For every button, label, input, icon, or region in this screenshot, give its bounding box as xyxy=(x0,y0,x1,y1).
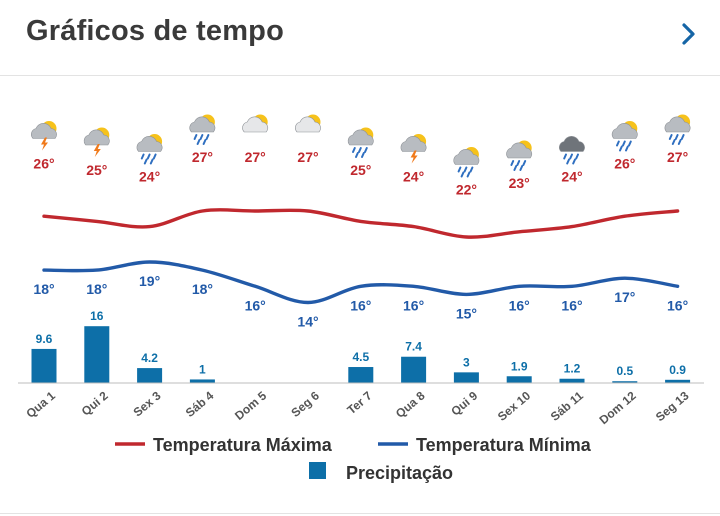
max-temp-label: 27° xyxy=(245,149,266,165)
rain-icon xyxy=(347,127,374,158)
x-tick-label: Ter 7 xyxy=(344,388,375,417)
legend-precip-square xyxy=(309,462,326,479)
max-temp-label: 25° xyxy=(86,162,107,178)
max-temp-label: 27° xyxy=(667,149,688,165)
precip-bar xyxy=(401,356,427,383)
min-temp-label: 18° xyxy=(192,281,213,297)
max-temp-label: 23° xyxy=(509,175,530,191)
rain-icon xyxy=(136,134,163,165)
x-tick-label: Dom 12 xyxy=(597,388,639,427)
rain-icon xyxy=(611,121,638,152)
max-temp-label: 25° xyxy=(350,162,371,178)
precip-label: 4.2 xyxy=(141,351,158,365)
max-temp-label: 22° xyxy=(456,182,477,198)
storm-icon xyxy=(400,134,427,164)
sun-rain-icon xyxy=(664,114,691,145)
precip-bar xyxy=(137,368,163,383)
max-temp-label: 24° xyxy=(561,169,582,185)
max-temp-label: 26° xyxy=(614,156,635,172)
max-temp-label: 24° xyxy=(403,169,424,185)
precip-bar xyxy=(84,326,110,383)
max-temp-label: 26° xyxy=(33,156,54,172)
min-temp-label: 16° xyxy=(245,297,266,313)
dark-rain-icon xyxy=(559,136,585,165)
sun-cloud-icon xyxy=(295,114,321,133)
max-temp-label: 27° xyxy=(192,149,213,165)
precip-bar xyxy=(189,379,215,383)
storm-icon xyxy=(31,121,57,151)
header: Gráficos de tempo xyxy=(0,0,720,76)
min-temp-label: 16° xyxy=(403,297,424,313)
x-tick-label: Qua 1 xyxy=(23,388,58,420)
x-tick-label: Qui 9 xyxy=(448,388,480,418)
max-temp-label: 24° xyxy=(139,169,160,185)
precip-bar xyxy=(31,348,57,383)
max-temp-label: 27° xyxy=(297,149,318,165)
legend-max-label: Temperatura Máxima xyxy=(153,435,333,455)
min-temp-label: 19° xyxy=(139,273,160,289)
x-tick-label: Seg 13 xyxy=(653,388,692,424)
min-temp-label: 18° xyxy=(33,281,54,297)
min-temp-label: 16° xyxy=(350,297,371,313)
legend-precip-label: Precipitação xyxy=(346,463,453,483)
precip-label: 0.5 xyxy=(616,364,633,378)
precip-label: 7.4 xyxy=(405,340,422,354)
storm-icon xyxy=(83,127,110,157)
x-tick-label: Sex 3 xyxy=(131,388,164,419)
rain-icon xyxy=(506,140,533,171)
x-tick-label: Dom 5 xyxy=(232,388,269,423)
precip-label: 0.9 xyxy=(669,363,686,377)
divider xyxy=(0,513,720,514)
min-temp-label: 18° xyxy=(86,281,107,297)
precip-bar xyxy=(506,376,532,383)
precip-bar xyxy=(348,367,374,383)
x-tick-label: Seg 6 xyxy=(288,388,322,420)
rain-icon xyxy=(189,114,216,145)
min-temp-label: 16° xyxy=(667,297,688,313)
x-tick-label: Qua 8 xyxy=(393,388,428,420)
x-tick-label: Sáb 11 xyxy=(548,388,586,423)
min-temp-label: 15° xyxy=(456,305,477,321)
chevron-right-icon[interactable] xyxy=(674,20,702,48)
min-temp-label: 17° xyxy=(614,289,635,305)
precip-label: 1.2 xyxy=(564,362,581,376)
precip-label: 16 xyxy=(90,309,104,323)
min-temp-line xyxy=(42,260,680,305)
weather-chart: 26° 25° 24° 27° 27° 27° 25° 24° 22° 23° 24° 26° 27° 1… xyxy=(18,114,704,483)
x-tick-label: Qui 2 xyxy=(79,388,111,418)
precip-label: 9.6 xyxy=(36,332,53,346)
precip-label: 1.9 xyxy=(511,359,528,373)
precip-bar xyxy=(612,381,638,383)
min-temp-label: 14° xyxy=(297,314,318,330)
precip-bar xyxy=(559,378,585,383)
page-title: Gráficos de tempo xyxy=(26,15,285,47)
sun-cloud-icon xyxy=(242,114,269,133)
precip-label: 4.5 xyxy=(352,350,369,364)
x-tick-label: Sex 10 xyxy=(495,388,533,423)
rain-icon xyxy=(453,147,480,178)
precip-label: 3 xyxy=(463,355,470,369)
precip-bar xyxy=(665,379,691,383)
x-tick-label: Sáb 4 xyxy=(183,388,217,420)
min-temp-label: 16° xyxy=(561,297,582,313)
precip-label: 1 xyxy=(199,362,206,376)
legend-min-label: Temperatura Mínima xyxy=(416,435,592,455)
min-temp-label: 16° xyxy=(509,297,530,313)
max-temp-line xyxy=(42,208,680,239)
precip-bar xyxy=(453,372,479,383)
